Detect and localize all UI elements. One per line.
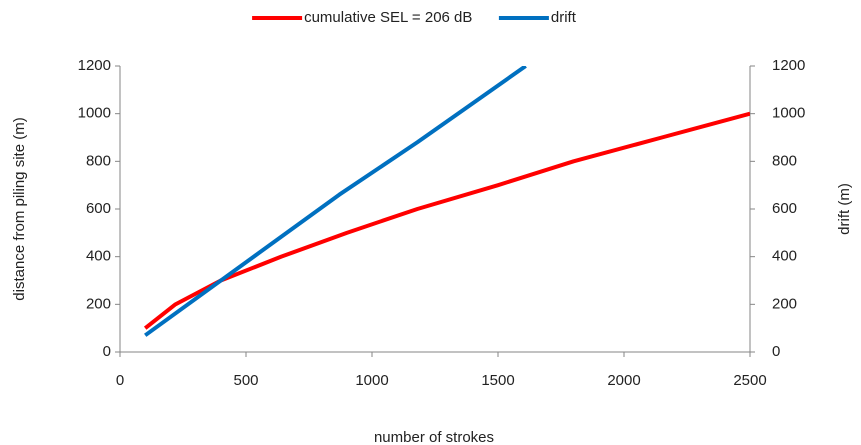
y2-axis-label: drift (m) [836, 183, 853, 235]
y2-tick-label: 1000 [772, 105, 805, 122]
y-tick-label: 400 [86, 248, 111, 265]
series-line [143, 111, 750, 330]
y2-tick-label: 600 [772, 200, 797, 217]
y2-tick-label: 0 [772, 343, 780, 360]
y-axis-label: distance from piling site (m) [11, 117, 28, 300]
x-tick-label: 2000 [607, 372, 640, 389]
y2-tick-label: 400 [772, 248, 797, 265]
x-tick-label: 0 [116, 372, 124, 389]
legend-label: drift [551, 9, 577, 26]
y-tick-label: 600 [86, 200, 111, 217]
y-tick-label: 0 [103, 343, 111, 360]
y-tick-label: 800 [86, 152, 111, 169]
y2-tick-label: 1200 [772, 57, 805, 74]
legend-label: cumulative SEL = 206 dB [304, 9, 472, 26]
y-tick-label: 200 [86, 295, 111, 312]
y-tick-label: 1000 [78, 105, 111, 122]
x-axis-label: number of strokes [374, 429, 494, 445]
x-tick-label: 500 [233, 372, 258, 389]
x-tick-label: 1000 [355, 372, 388, 389]
y2-tick-label: 200 [772, 295, 797, 312]
series-line [144, 66, 527, 337]
x-tick-label: 1500 [481, 372, 514, 389]
x-tick-label: 2500 [733, 372, 766, 389]
y2-tick-label: 800 [772, 152, 797, 169]
y-tick-label: 1200 [78, 57, 111, 74]
